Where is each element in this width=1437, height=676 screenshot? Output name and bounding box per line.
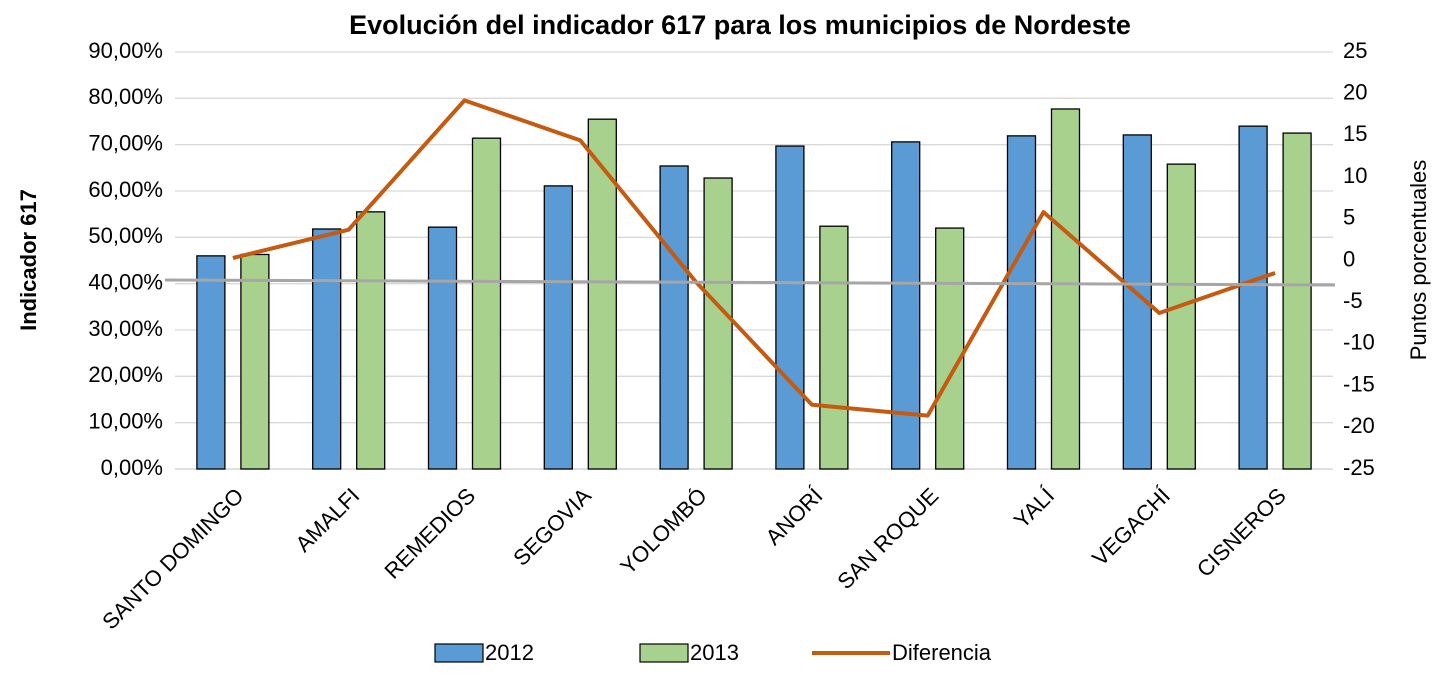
y-tick-label: 80,00% — [88, 84, 163, 109]
legend-swatch — [639, 643, 689, 663]
y-tick-label: 0,00% — [101, 455, 163, 480]
bar — [543, 185, 573, 470]
chart-title: Evolución del indicador 617 para los mun… — [349, 10, 1131, 40]
legend-swatch — [434, 643, 484, 663]
y2-tick-label: -10 — [1343, 330, 1375, 355]
y-tick-label: 40,00% — [88, 269, 163, 294]
x-tick-label: ANORÍ — [761, 482, 829, 550]
bar — [819, 225, 849, 470]
y2-tick-label: -20 — [1343, 413, 1375, 438]
bar — [196, 255, 226, 470]
trend-line — [164, 278, 1336, 287]
legend-label: Diferencia — [892, 640, 992, 665]
bar — [1166, 163, 1196, 470]
x-tick-label: CISNEROS — [1192, 483, 1291, 582]
x-tick-label: REMEDIOS — [379, 483, 480, 584]
bar — [659, 165, 689, 470]
bar — [935, 227, 965, 470]
bar — [427, 226, 458, 470]
y2-tick-label: 0 — [1343, 246, 1355, 271]
y2-tick-label: -5 — [1343, 288, 1363, 313]
line-series — [232, 98, 1276, 418]
bar — [1122, 134, 1152, 470]
x-tick-label: AMALFI — [290, 483, 364, 557]
y-tick-label: 20,00% — [88, 362, 163, 387]
y2-tick-label: 5 — [1343, 205, 1355, 230]
bar — [775, 145, 805, 470]
y-tick-label: 60,00% — [88, 177, 163, 202]
bar — [703, 177, 733, 470]
bar — [240, 253, 270, 470]
y-tick-label: 10,00% — [88, 408, 163, 433]
y2-axis-label: Puntos porcentuales — [1406, 160, 1431, 361]
y-tick-label: 30,00% — [88, 316, 163, 341]
x-tick-label: YOLOMBÓ — [615, 483, 711, 579]
y2-tick-label: 25 — [1343, 38, 1367, 63]
y2-tick-label: -25 — [1343, 455, 1375, 480]
y2-tick-label: 10 — [1343, 163, 1367, 188]
bar — [471, 137, 502, 470]
legend: 2012 2013 Diferencia — [434, 640, 992, 665]
y-tick-label: 50,00% — [88, 223, 163, 248]
x-tick-label: SAN ROQUE — [832, 483, 943, 594]
x-tick-label: VEGACHÍ — [1087, 482, 1175, 570]
marks — [196, 98, 1312, 470]
y2-tick-label: 15 — [1343, 121, 1367, 146]
bar — [1238, 125, 1268, 470]
y-tick-label: 70,00% — [88, 130, 163, 155]
bar — [312, 228, 342, 470]
bar — [1050, 108, 1081, 470]
bar — [1006, 135, 1037, 470]
bar — [356, 211, 386, 470]
bar — [891, 141, 921, 470]
x-tick-label: SEGOVIA — [508, 483, 596, 571]
x-tick-label: SANTO DOMINGO — [97, 483, 248, 634]
bar — [587, 118, 617, 470]
legend-label: 2012 — [485, 640, 534, 665]
legend-label: 2013 — [690, 640, 739, 665]
y-tick-label: 90,00% — [88, 38, 163, 63]
y-axis-label: Indicador 617 — [16, 189, 41, 331]
y2-tick-label: -15 — [1343, 371, 1375, 396]
y2-tick-label: 20 — [1343, 80, 1367, 105]
bar — [1282, 132, 1312, 470]
x-tick-label: YALÍ — [1009, 482, 1060, 533]
